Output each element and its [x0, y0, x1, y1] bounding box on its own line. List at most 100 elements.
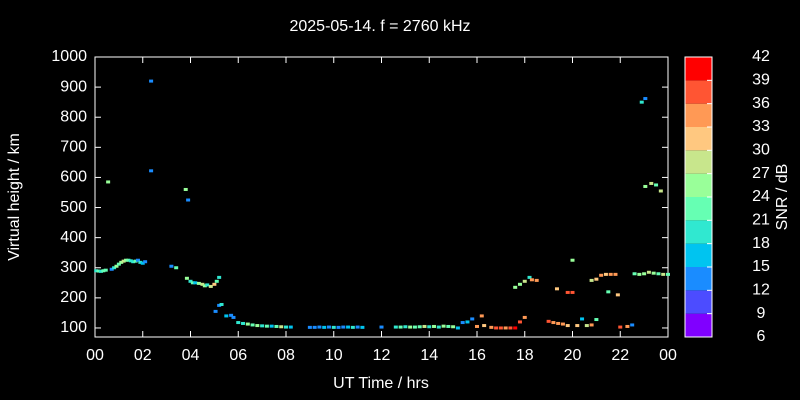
point	[503, 326, 508, 330]
colorbar-band	[685, 80, 712, 104]
colorbar-tick-label: 33	[752, 118, 770, 135]
point	[135, 258, 140, 262]
point	[217, 275, 222, 279]
x-tick-label: 12	[373, 347, 391, 364]
point	[584, 324, 589, 328]
point	[489, 325, 494, 329]
point	[224, 314, 229, 318]
point	[322, 325, 327, 329]
point	[603, 272, 608, 276]
colorbar-band	[685, 267, 712, 291]
point	[231, 315, 236, 319]
point	[245, 322, 250, 326]
point	[513, 326, 518, 330]
y-tick-label: 1000	[51, 48, 87, 65]
point	[470, 317, 475, 321]
point	[575, 324, 580, 328]
point	[522, 279, 527, 283]
point	[422, 324, 427, 328]
point	[427, 325, 432, 329]
point	[229, 313, 234, 317]
point	[580, 317, 585, 321]
point	[269, 324, 274, 328]
point	[255, 324, 260, 328]
point	[124, 258, 129, 262]
point	[615, 293, 620, 297]
point	[637, 272, 642, 276]
point	[188, 279, 193, 283]
point	[143, 260, 148, 264]
point	[546, 319, 551, 323]
point	[551, 321, 556, 325]
point	[599, 273, 604, 277]
point	[196, 281, 201, 285]
point	[279, 325, 284, 329]
x-tick-label: 04	[182, 347, 200, 364]
point	[205, 283, 210, 287]
point	[432, 324, 437, 328]
point	[307, 325, 312, 329]
point	[140, 261, 145, 265]
point	[331, 325, 336, 329]
point	[193, 281, 198, 285]
colorbar-band	[685, 243, 712, 267]
colorbar-tick-label: 9	[757, 305, 766, 322]
point	[654, 183, 659, 187]
point	[119, 260, 124, 264]
point	[594, 318, 599, 322]
x-tick-label: 14	[420, 347, 438, 364]
point	[589, 323, 594, 327]
point	[186, 198, 191, 202]
colorbar-tick-label: 30	[752, 142, 770, 159]
colorbar-label: SNR / dB	[774, 164, 791, 231]
point	[460, 321, 465, 325]
point	[451, 325, 456, 329]
point	[441, 324, 446, 328]
y-tick-label: 300	[60, 259, 87, 276]
point	[529, 278, 534, 282]
point	[103, 268, 108, 272]
x-tick-label: 22	[611, 347, 629, 364]
point	[98, 269, 103, 273]
point	[379, 325, 384, 329]
colorbar-tick-label: 15	[752, 258, 770, 275]
point	[666, 272, 670, 276]
colorbar-band	[685, 290, 712, 314]
point	[417, 325, 422, 329]
point	[517, 320, 522, 324]
point	[613, 272, 618, 276]
point	[288, 325, 293, 329]
point	[131, 260, 136, 264]
point	[625, 324, 630, 328]
point	[606, 290, 611, 294]
point	[570, 258, 575, 262]
point	[128, 259, 133, 263]
x-tick-label: 02	[134, 347, 152, 364]
point	[393, 325, 398, 329]
colorbar-tick-label: 18	[752, 235, 770, 252]
point	[200, 282, 205, 286]
x-tick-label: 00	[86, 347, 104, 364]
point	[184, 276, 189, 280]
point	[264, 324, 269, 328]
point	[436, 325, 441, 329]
point	[284, 325, 288, 329]
point	[556, 321, 561, 325]
point	[618, 325, 623, 329]
point	[350, 325, 355, 329]
point	[219, 302, 224, 306]
point	[651, 271, 656, 275]
point	[513, 285, 518, 289]
colorbar-tick-label: 39	[752, 72, 770, 89]
point	[412, 325, 417, 329]
point	[642, 272, 647, 276]
point	[398, 325, 403, 329]
point	[589, 278, 594, 282]
point	[149, 79, 154, 83]
point	[570, 290, 575, 294]
point	[112, 266, 117, 270]
colorbar-tick-label: 24	[752, 188, 770, 205]
point	[482, 324, 487, 328]
point	[96, 269, 101, 273]
y-tick-label: 500	[60, 199, 87, 216]
